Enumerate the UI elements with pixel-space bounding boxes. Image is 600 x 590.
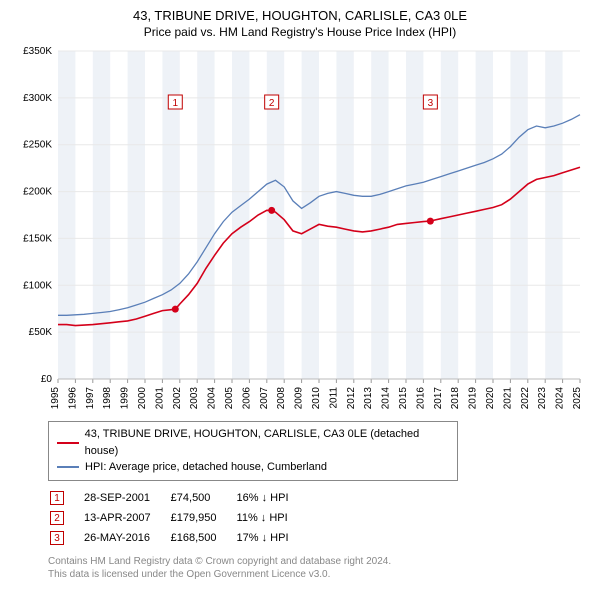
marker-table: 1 28-SEP-2001£74,50016% ↓ HPI 2 13-APR-2007…: [48, 487, 309, 549]
legend-swatch: [57, 442, 79, 444]
svg-text:2005: 2005: [224, 387, 235, 410]
footer-line-2: This data is licensed under the Open Gov…: [48, 568, 590, 581]
legend-swatch: [57, 466, 79, 468]
marker-delta: 11% ↓ HPI: [237, 509, 307, 527]
svg-text:2025: 2025: [572, 387, 583, 410]
chart-area: £0 £50K £100K £150K £200K £250K £300K £350K 1995…: [10, 45, 590, 415]
marker-number-box: 3: [50, 531, 64, 545]
svg-text:1996: 1996: [67, 387, 78, 410]
legend-row: 43, TRIBUNE DRIVE, HOUGHTON, CARLISLE, C…: [57, 426, 449, 459]
table-row: 2 13-APR-2007£179,95011% ↓ HPI: [50, 509, 307, 527]
marker-date: 28-SEP-2001: [84, 489, 169, 507]
svg-text:2000: 2000: [137, 387, 148, 410]
svg-text:2024: 2024: [555, 387, 566, 410]
svg-text:2002: 2002: [172, 387, 183, 410]
chart-container: 43, TRIBUNE DRIVE, HOUGHTON, CARLISLE, C…: [0, 0, 600, 587]
marker-date: 26-MAY-2016: [84, 529, 169, 547]
svg-text:2003: 2003: [189, 387, 200, 410]
marker-delta: 17% ↓ HPI: [237, 529, 307, 547]
line-chart: £0 £50K £100K £150K £200K £250K £300K £350K 1995…: [10, 45, 590, 415]
svg-text:£150K: £150K: [23, 233, 52, 244]
svg-text:1997: 1997: [85, 387, 96, 410]
svg-text:2011: 2011: [328, 387, 339, 409]
marker-number-box: 2: [50, 511, 64, 525]
legend-row: HPI: Average price, detached house, Cumb…: [57, 459, 449, 476]
table-row: 1 28-SEP-2001£74,50016% ↓ HPI: [50, 489, 307, 507]
footer-line-1: Contains HM Land Registry data © Crown c…: [48, 555, 590, 568]
svg-text:2009: 2009: [294, 387, 305, 410]
svg-text:3: 3: [428, 98, 434, 109]
svg-text:2006: 2006: [241, 387, 252, 410]
svg-text:2017: 2017: [433, 387, 444, 410]
svg-text:2013: 2013: [363, 387, 374, 410]
svg-text:£350K: £350K: [23, 46, 52, 57]
footer-note: Contains HM Land Registry data © Crown c…: [48, 555, 590, 581]
legend-label: 43, TRIBUNE DRIVE, HOUGHTON, CARLISLE, C…: [85, 426, 449, 459]
svg-text:2001: 2001: [154, 387, 165, 410]
table-row: 3 26-MAY-2016£168,50017% ↓ HPI: [50, 529, 307, 547]
marker-price: £179,950: [171, 509, 235, 527]
title-sub: Price paid vs. HM Land Registry's House …: [10, 25, 590, 39]
marker-delta: 16% ↓ HPI: [237, 489, 307, 507]
svg-text:2021: 2021: [502, 387, 513, 410]
svg-text:2018: 2018: [450, 387, 461, 410]
marker-number-box: 1: [50, 491, 64, 505]
svg-text:2: 2: [269, 98, 275, 109]
svg-text:2020: 2020: [485, 387, 496, 410]
marker-price: £168,500: [171, 529, 235, 547]
svg-text:2008: 2008: [276, 387, 287, 410]
legend: 43, TRIBUNE DRIVE, HOUGHTON, CARLISLE, C…: [48, 421, 458, 481]
svg-text:1995: 1995: [50, 387, 61, 410]
svg-text:1998: 1998: [102, 387, 113, 410]
svg-text:1999: 1999: [120, 387, 131, 410]
svg-text:£100K: £100K: [23, 280, 52, 291]
svg-text:£0: £0: [41, 374, 53, 385]
title-block: 43, TRIBUNE DRIVE, HOUGHTON, CARLISLE, C…: [10, 8, 590, 39]
svg-text:2015: 2015: [398, 387, 409, 410]
svg-text:2016: 2016: [415, 387, 426, 410]
svg-text:£250K: £250K: [23, 140, 52, 151]
svg-text:2004: 2004: [207, 387, 218, 410]
svg-text:£50K: £50K: [29, 327, 53, 338]
svg-text:2012: 2012: [346, 387, 357, 410]
marker-price: £74,500: [171, 489, 235, 507]
svg-text:2014: 2014: [381, 387, 392, 410]
svg-text:2019: 2019: [468, 387, 479, 410]
title-main: 43, TRIBUNE DRIVE, HOUGHTON, CARLISLE, C…: [10, 8, 590, 23]
marker-date: 13-APR-2007: [84, 509, 169, 527]
svg-text:2022: 2022: [520, 387, 531, 410]
svg-text:2010: 2010: [311, 387, 322, 410]
svg-text:1: 1: [172, 98, 178, 109]
svg-text:2007: 2007: [259, 387, 270, 410]
svg-text:£200K: £200K: [23, 187, 52, 198]
svg-text:£300K: £300K: [23, 93, 52, 104]
legend-label: HPI: Average price, detached house, Cumb…: [85, 459, 327, 476]
svg-text:2023: 2023: [537, 387, 548, 410]
